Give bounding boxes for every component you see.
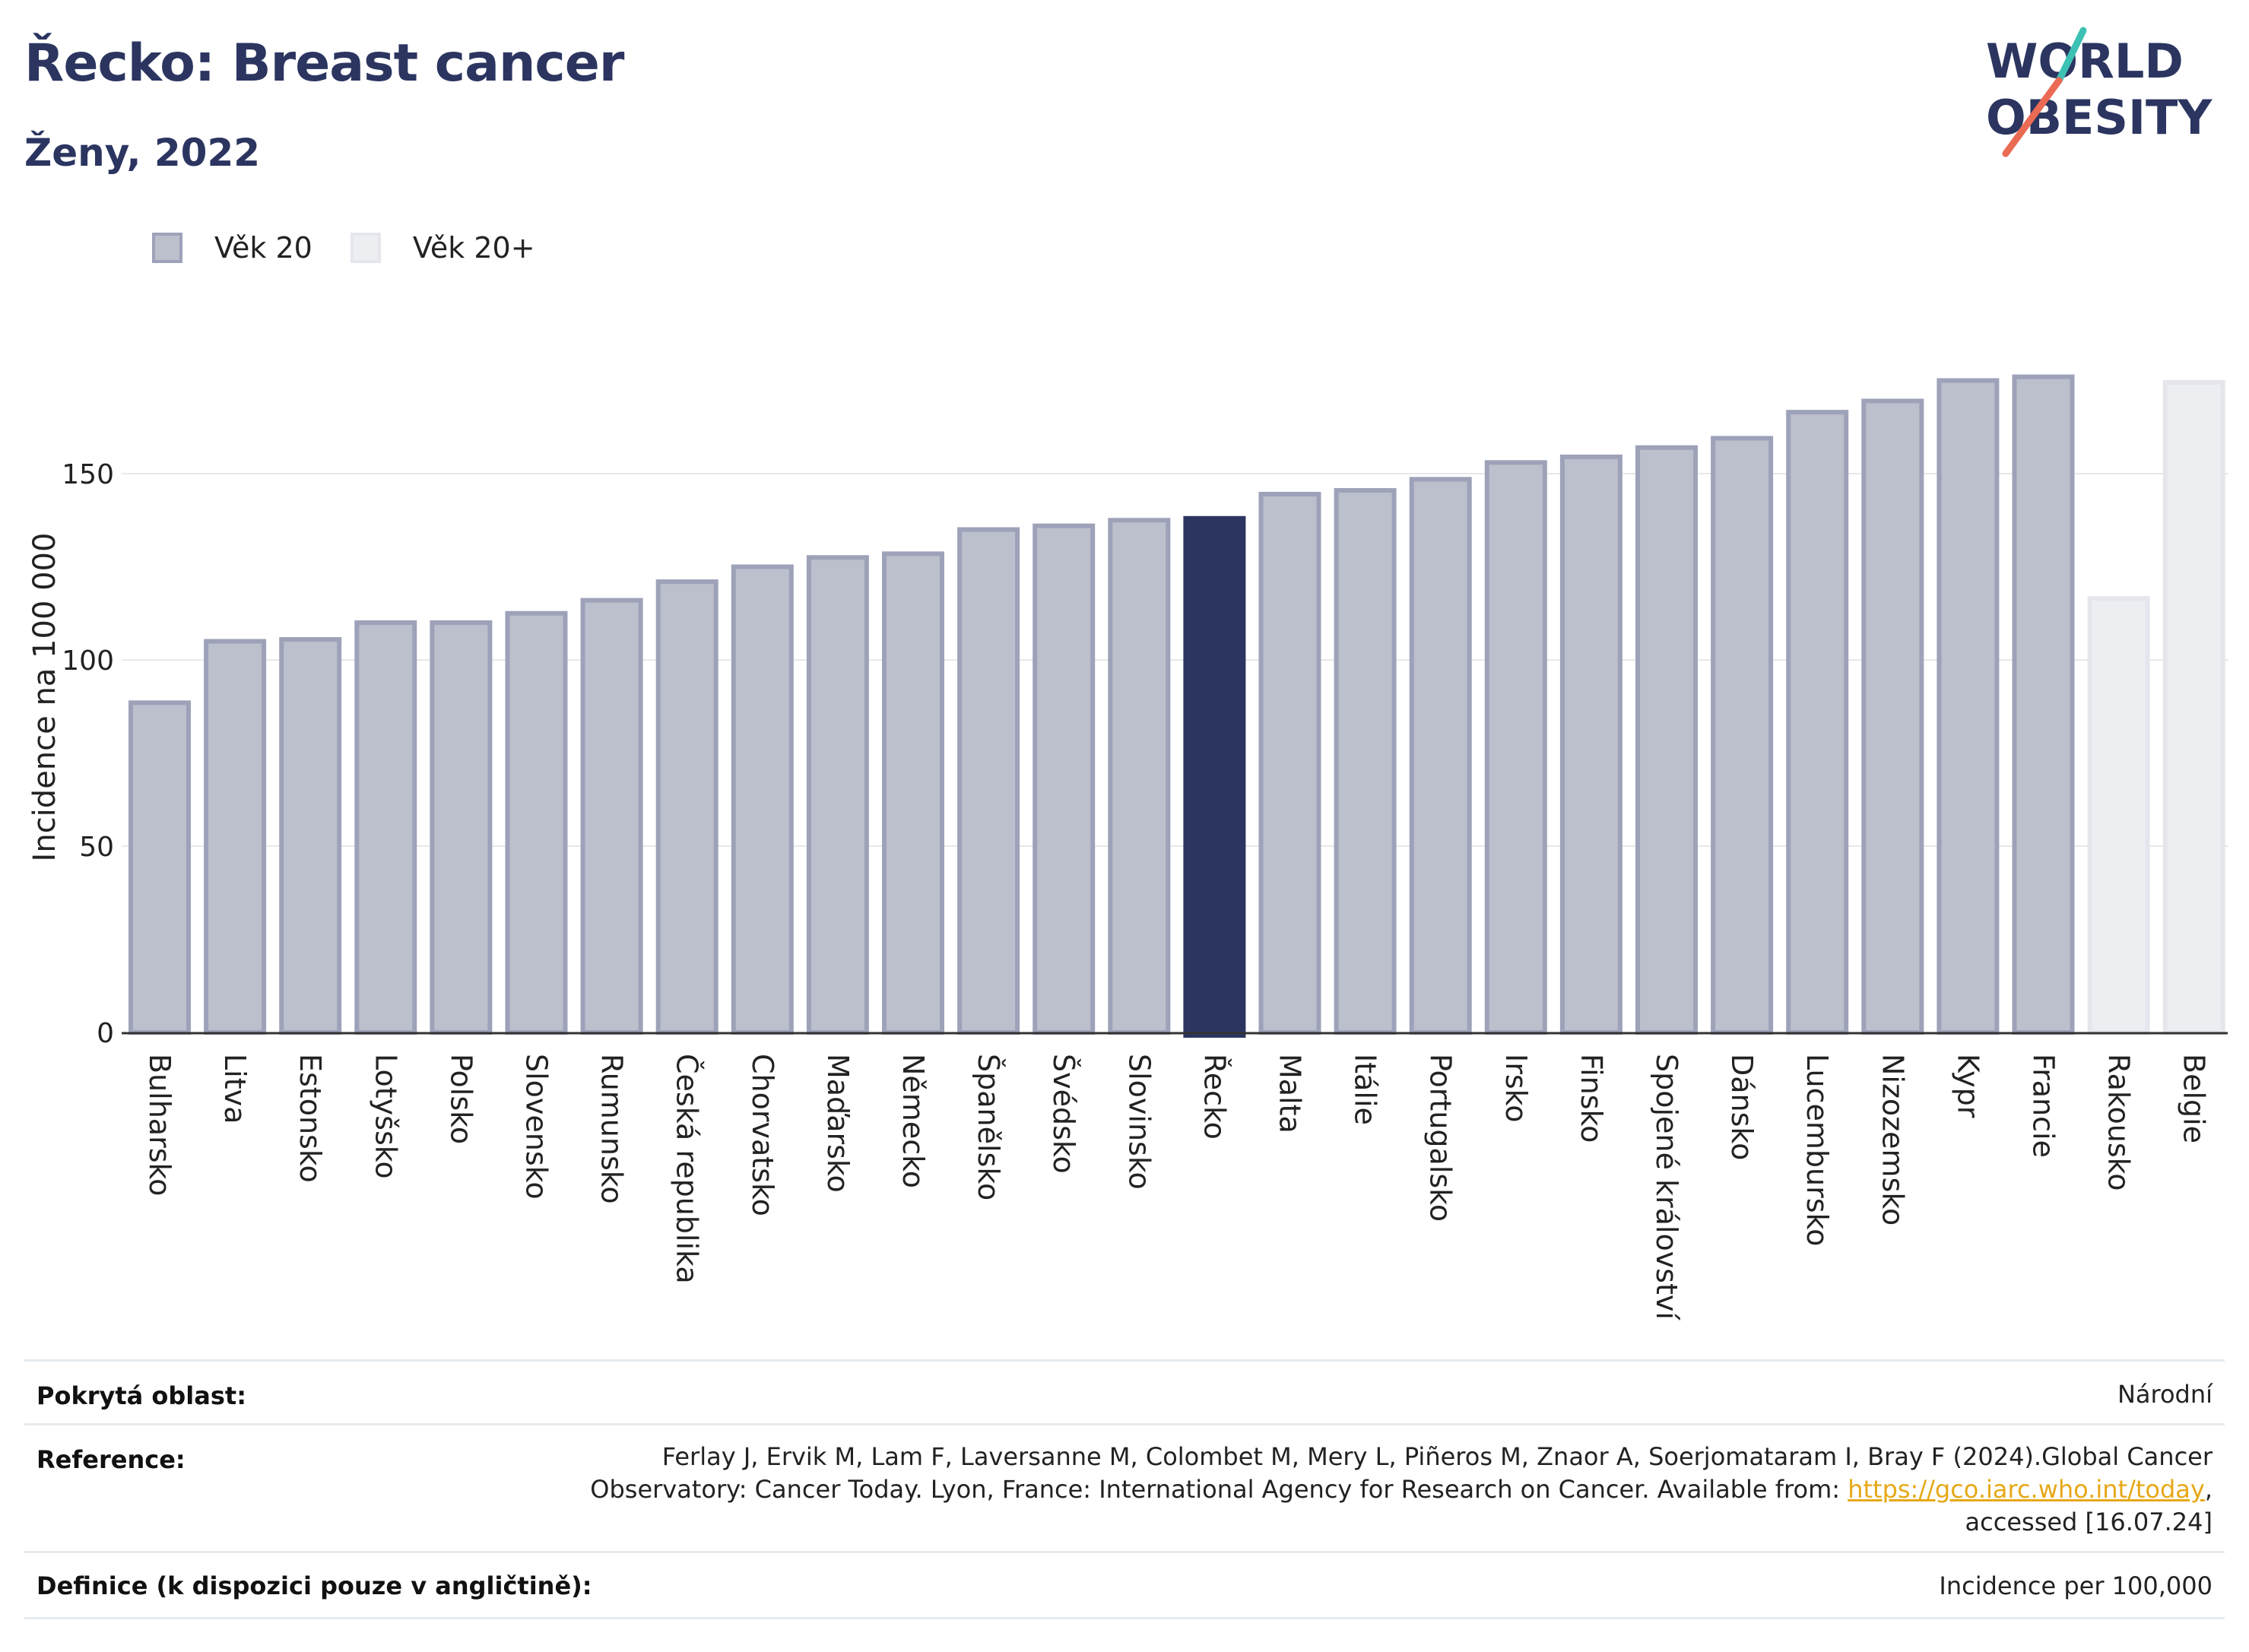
x-tick-label-8: Chorvatsko [746,1054,779,1216]
bar-13 [1108,518,1171,1035]
x-tick-label-0: Bulharsko [143,1054,176,1196]
coverage-label: Pokrytá oblast: [36,1381,246,1410]
bar-23 [1861,398,1924,1035]
bar-chart: 0 50 100 150 Incidence na 100 000 Bulharsko Li… [27,374,2228,1321]
reference-label: Reference: [36,1445,186,1474]
x-tick-label-12: Švédsko [1047,1054,1080,1174]
logo-slash-coral [2002,77,2063,157]
chart-legend: Věk 20 Věk 20+ [152,225,573,271]
legend-label-vek20: Věk 20 [214,231,312,265]
x-tick-label-5: Slovensko [520,1054,554,1200]
bar-5 [505,610,568,1035]
bar-26 [2087,596,2150,1035]
bar-22 [1786,410,1849,1035]
definition-label: Definice (k dispozici pouze v angličtině… [36,1571,592,1600]
chart-subtitle: Ženy, 2022 [24,131,261,175]
bar-25 [2012,374,2075,1035]
x-tick-label-17: Portugalsko [1424,1054,1458,1222]
x-tick-label-23: Nizozemsko [1876,1054,1909,1226]
bar-19 [1559,454,1623,1035]
x-tick-label-16: Itálie [1349,1054,1382,1125]
y-tick-label-50: 50 [79,832,114,863]
meta-row-reference: Reference: Ferlay J, Ervik M, Lam F, Lav… [24,1423,2225,1553]
legend-swatch-vek20plus [350,233,381,263]
x-tick-label-13: Slovinsko [1122,1054,1156,1190]
x-tick-label-22: Lucembursko [1800,1054,1834,1246]
logo-text-obesity: OBESITY [1986,90,2213,145]
bar-9 [806,555,869,1035]
x-tick-label-19: Finsko [1575,1054,1608,1143]
bar-7 [655,579,718,1035]
legend-label-vek20plus: Věk 20+ [412,231,535,265]
bar-15 [1258,491,1321,1035]
x-tick-label-24: Kypr [1951,1054,1984,1118]
bar-4 [430,620,493,1035]
bar-0 [128,700,191,1035]
bar-27 [2162,379,2225,1035]
bar-21 [1711,436,1774,1035]
bar-24 [1937,378,2000,1035]
bar-12 [1033,523,1096,1035]
bar-8 [731,564,794,1035]
legend-item-vek20plus[interactable]: Věk 20+ [350,231,535,265]
x-tick-label-9: Maďarsko [821,1054,855,1193]
y-tick-label-150: 150 [62,459,114,490]
coverage-value: Národní [2117,1380,2213,1409]
x-tick-label-3: Lotyšsko [369,1054,402,1179]
bar-11 [957,527,1020,1035]
x-tick-label-10: Německo [896,1054,930,1188]
x-tick-label-4: Polsko [444,1054,477,1144]
x-tick-label-20: Spojené království [1650,1054,1683,1321]
x-tick-label-18: Irsko [1499,1054,1533,1123]
x-tick-label-6: Rumunsko [595,1054,629,1204]
bar-14 [1183,515,1246,1038]
bar-20 [1635,445,1698,1035]
reference-line-2-suffix: , [2204,1475,2213,1504]
bar-6 [580,598,643,1035]
x-tick-label-15: Malta [1274,1054,1307,1134]
reference-value: Ferlay J, Ervik M, Lam F, Laversanne M, … [590,1441,2213,1539]
x-tick-label-11: Španělsko [972,1054,1005,1200]
chart-title: Řecko: Breast cancer [24,33,624,94]
world-obesity-logo: WORLD OBESITY [1986,27,2213,157]
x-tick-label-7: Česká republika [671,1054,704,1284]
legend-item-vek20[interactable]: Věk 20 [152,231,312,265]
x-tick-label-14: Řecko [1197,1054,1231,1140]
definition-value: Incidence per 100,000 [1939,1571,2213,1600]
reference-line-2-text: Observatory: Cancer Today. Lyon, France:… [590,1475,1848,1504]
reference-link[interactable]: https://gco.iarc.who.int/today [1848,1475,2205,1504]
meta-row-coverage: Pokrytá oblast: Národní [24,1359,2225,1425]
logo-text-world: WORLD [1986,33,2184,89]
bar-3 [354,620,417,1035]
x-tick-label-27: Belgie [2178,1054,2211,1143]
x-tick-label-1: Litva [218,1054,252,1124]
bar-17 [1409,477,1472,1035]
x-tick-label-2: Estonsko [293,1054,327,1183]
logo-slash-teal [2055,27,2087,84]
x-tick-label-26: Rakousko [2102,1054,2136,1191]
reference-line-1: Ferlay J, Ervik M, Lam F, Laversanne M, … [661,1442,2213,1471]
bar-18 [1484,460,1547,1035]
y-tick-label-0: 0 [97,1018,114,1049]
bar-10 [882,551,944,1035]
x-tick-label-25: Francie [2027,1054,2060,1158]
y-tick-label-100: 100 [62,645,114,677]
bar-1 [204,639,267,1035]
x-tick-label-21: Dánsko [1725,1054,1759,1160]
reference-line-2: Observatory: Cancer Today. Lyon, France:… [590,1473,2213,1506]
y-axis-label: Incidence na 100 000 [27,533,62,862]
legend-swatch-vek20 [152,233,182,263]
bar-2 [279,637,342,1035]
reference-line-3: accessed [16.07.24] [1965,1508,2213,1536]
bar-16 [1334,488,1397,1035]
meta-row-definition: Definice (k dispozici pouze v angličtině… [24,1551,2225,1619]
